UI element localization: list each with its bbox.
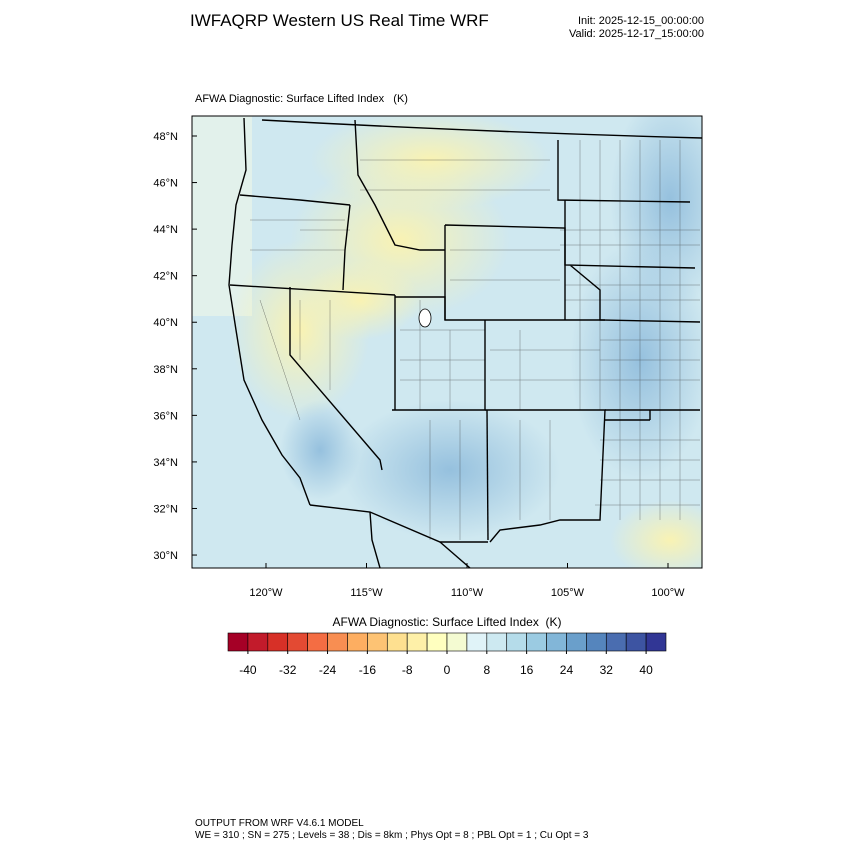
colorbar-box bbox=[347, 632, 368, 652]
lon-label: 105°W bbox=[551, 587, 585, 599]
lon-label: 110°W bbox=[451, 587, 484, 599]
valid-time: Valid: 2025-12-17_15:00:00 bbox=[569, 28, 704, 40]
lat-label: 46°N bbox=[153, 178, 178, 190]
colorbar-box bbox=[625, 632, 647, 652]
colorbar-label: -16 bbox=[359, 663, 377, 677]
colorbar-label: -32 bbox=[279, 663, 297, 677]
colorbar-box bbox=[227, 632, 249, 652]
lat-label: 36°N bbox=[153, 410, 178, 422]
lat-label: 40°N bbox=[153, 317, 178, 329]
field-patch bbox=[610, 500, 702, 568]
colorbar-box bbox=[386, 632, 408, 652]
colorbar-box bbox=[546, 632, 567, 652]
lat-label: 34°N bbox=[153, 457, 178, 469]
footer-line: OUTPUT FROM WRF V4.6.1 MODEL bbox=[195, 818, 364, 829]
colorbar-box bbox=[566, 632, 587, 652]
county-lines bbox=[250, 140, 700, 540]
lon-label: 100°W bbox=[651, 587, 685, 599]
colorbar-label: -24 bbox=[319, 663, 337, 677]
colorbar-box bbox=[406, 632, 428, 652]
colorbar-box bbox=[247, 632, 269, 652]
colorbar-box bbox=[645, 632, 667, 652]
colorbar-title: AFWA Diagnostic: Surface Lifted Index (K… bbox=[333, 615, 562, 629]
lat-label: 48°N bbox=[153, 131, 178, 143]
colorbar-box bbox=[426, 632, 448, 652]
colorbar-box bbox=[586, 632, 607, 652]
lat-label: 30°N bbox=[153, 550, 178, 562]
colorbar-label: -40 bbox=[239, 663, 257, 677]
lat-label: 38°N bbox=[153, 364, 178, 376]
colorbar-box bbox=[267, 632, 289, 652]
field-patch bbox=[300, 260, 420, 340]
map-frame bbox=[191, 115, 703, 569]
field-patch bbox=[310, 116, 550, 210]
colorbar-box bbox=[446, 632, 468, 652]
lat-label: 32°N bbox=[153, 503, 178, 515]
colorbar-box bbox=[526, 632, 547, 652]
colorbar-box bbox=[506, 632, 527, 652]
lat-label: 44°N bbox=[153, 224, 178, 236]
footer-line: WE = 310 ; SN = 275 ; Levels = 38 ; Dis … bbox=[195, 830, 589, 841]
map-field bbox=[192, 116, 702, 568]
field-patch bbox=[340, 400, 560, 540]
colorbar-label: 24 bbox=[560, 663, 574, 677]
colorbar-label: 32 bbox=[600, 663, 614, 677]
lat-label: 42°N bbox=[153, 271, 178, 283]
colorbar-box bbox=[287, 632, 308, 652]
lake bbox=[418, 308, 432, 328]
colorbar-label: -8 bbox=[402, 663, 413, 677]
colorbar-box bbox=[466, 632, 488, 652]
colorbar-box bbox=[307, 632, 328, 652]
colorbar-box bbox=[486, 632, 508, 652]
init-time: Init: 2025-12-15_00:00:00 bbox=[578, 15, 704, 27]
colorbar-box bbox=[327, 632, 348, 652]
map-title: AFWA Diagnostic: Surface Lifted Index (K… bbox=[195, 93, 408, 105]
colorbar-label: 8 bbox=[483, 663, 490, 677]
colorbar-label: 0 bbox=[444, 663, 451, 677]
colorbar-label: 40 bbox=[639, 663, 653, 677]
colorbar-label: 16 bbox=[520, 663, 534, 677]
colorbar-box bbox=[367, 632, 388, 652]
header-title: IWFAQRP Western US Real Time WRF bbox=[190, 11, 489, 30]
boundaries bbox=[228, 117, 702, 568]
colorbar-box bbox=[605, 632, 627, 652]
lon-label: 120°W bbox=[249, 587, 283, 599]
lon-label: 115°W bbox=[350, 587, 383, 599]
field-patch bbox=[280, 400, 360, 500]
